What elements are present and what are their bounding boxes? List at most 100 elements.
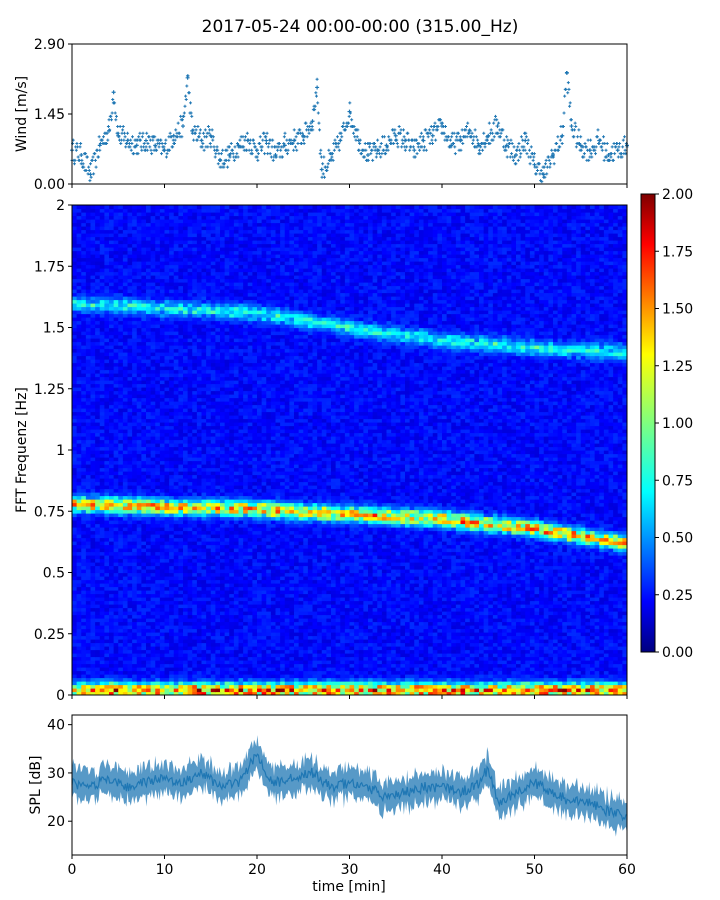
spectrogram-cell (529, 614, 536, 619)
spectrogram-cell (109, 635, 115, 640)
spectrogram-cell (155, 579, 161, 584)
spectrogram-cell (451, 649, 457, 654)
spectrogram-cell (173, 639, 179, 644)
spectrogram-cell (418, 618, 425, 623)
spectrogram-cell (187, 597, 193, 602)
spectrogram-cell (340, 635, 346, 640)
spectrogram-cell (451, 593, 457, 598)
spectrogram-cell (215, 600, 221, 605)
spectrogram-cell (164, 600, 170, 605)
spectrogram-cell (594, 660, 600, 665)
spectrogram-cell (317, 667, 323, 672)
spectrogram-cell (423, 586, 429, 591)
spectrogram-cell (266, 663, 272, 668)
spectrogram-cell (502, 646, 508, 651)
spectrogram-cell (150, 632, 156, 637)
spectrogram-cell (590, 670, 596, 675)
spectrogram-cell (534, 618, 540, 623)
spectrogram-cell (90, 625, 96, 630)
spectrogram-cell (220, 614, 226, 619)
spectrogram-cell (76, 614, 82, 619)
spectrogram-cell (539, 677, 545, 682)
spectrogram-cell (368, 677, 374, 682)
spectrogram-cell (289, 635, 295, 640)
spectrogram-cell (613, 628, 619, 633)
wind-point (318, 128, 322, 132)
spectrogram-cell (465, 625, 471, 630)
spectrogram-cell (229, 691, 235, 695)
spectrogram-cell (502, 656, 508, 661)
spectrogram-cell (270, 614, 277, 619)
spectrogram-cell (423, 674, 429, 679)
spectrogram-cell (122, 590, 129, 595)
spectrogram-cell (238, 649, 244, 654)
spectrogram-cell (479, 621, 485, 626)
spectrogram-cell (252, 607, 258, 612)
spectrogram-cell (150, 674, 156, 679)
spectrogram-cell (90, 642, 96, 647)
spectrogram-cell (479, 600, 485, 605)
wind-point (245, 131, 249, 135)
spectrogram-cell (141, 667, 147, 672)
spectrogram-cell (146, 642, 152, 647)
spectrogram-cell (183, 632, 189, 637)
spectrogram-cell (534, 632, 540, 637)
spectrogram-cell (109, 607, 115, 612)
wind-point (291, 141, 295, 145)
spectrogram-cell (506, 632, 512, 637)
spectrogram-cell (608, 611, 614, 616)
spectrogram-cell (511, 618, 517, 623)
spectrogram-cell (386, 691, 392, 695)
wind-point (566, 81, 570, 85)
spectrogram-cell (146, 597, 152, 602)
wind-point (226, 165, 230, 169)
spectrogram-cell (409, 632, 415, 637)
spectrogram-cell (525, 667, 531, 672)
spectrogram-cell (562, 586, 568, 591)
spectrogram-cell (317, 597, 323, 602)
spectrogram-cell (155, 646, 161, 651)
spectrogram-cell (534, 639, 540, 644)
spectrogram-cell (284, 600, 290, 605)
spectrogram-cell (377, 639, 383, 644)
spectrogram-cell (99, 614, 105, 619)
spectrogram-cell (164, 646, 170, 651)
spectrogram-cell (72, 677, 78, 682)
spectrogram-cell (90, 670, 96, 675)
spectrogram-cell (312, 579, 318, 584)
spectrogram-cell (340, 600, 346, 605)
spectrogram-cell (317, 649, 323, 654)
wind-point (202, 148, 206, 152)
spectrogram-cell (122, 674, 129, 679)
spectrogram-cell (164, 670, 170, 675)
spectrogram-cell (451, 597, 457, 602)
spectrogram-cell (557, 646, 563, 651)
spectrogram-cell (233, 639, 240, 644)
spectrogram-cell (511, 632, 517, 637)
spectrogram-cell (81, 653, 87, 658)
spectrogram-cell (155, 663, 161, 668)
wind-point (445, 138, 449, 142)
wind-point (447, 135, 451, 139)
spectrogram-cell (414, 618, 420, 623)
spectrogram-cell (90, 635, 96, 640)
spectrogram-cell (340, 597, 346, 602)
spectrogram-cell (354, 663, 360, 668)
spectrogram-cell (363, 614, 369, 619)
spectrogram-cell (511, 590, 517, 595)
spectrogram-cell (469, 583, 475, 588)
spectrogram-cell (192, 681, 198, 686)
spectrogram-cell (317, 684, 323, 689)
wind-point (430, 133, 435, 138)
spectrogram-cell (303, 681, 309, 686)
spectrogram-cell (358, 660, 364, 665)
spectrogram-cell (90, 691, 96, 695)
spectrogram-cell (372, 646, 378, 651)
spectrogram-cell (418, 674, 425, 679)
spectrogram-cell (294, 614, 300, 619)
spectrogram-cell (326, 674, 332, 679)
spectrogram-cell (354, 579, 360, 584)
spectrogram-cell (349, 632, 355, 637)
spectrogram-cell (414, 604, 420, 609)
spectrogram-cell (317, 583, 323, 588)
